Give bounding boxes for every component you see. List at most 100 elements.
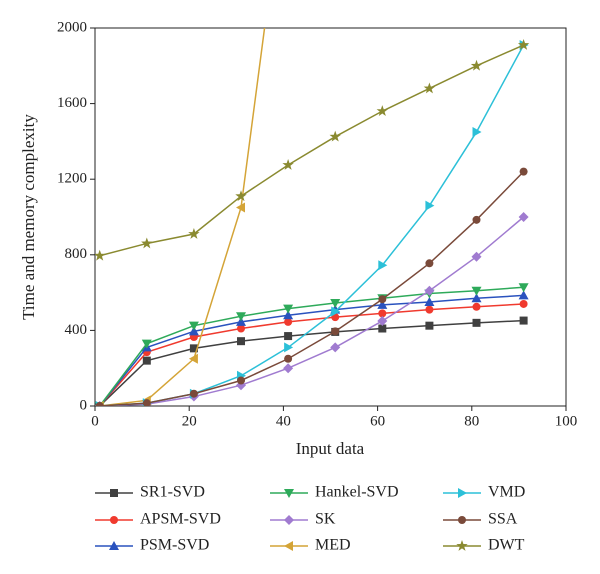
marker [377,315,388,326]
legend-label: PSM-SVD [140,537,209,554]
legend-marker [284,489,294,498]
marker [235,190,247,202]
marker [470,59,483,71]
marker [188,321,199,331]
marker [189,344,198,353]
marker [329,130,341,142]
y-tick-label: 800 [65,246,88,262]
legend-marker [456,540,468,551]
marker [142,356,151,365]
y-axis-label: Time and memory complexity [19,114,38,320]
marker [425,259,434,268]
marker [331,327,340,336]
legend-marker [458,488,467,498]
plot-frame [94,27,567,407]
marker [188,228,200,239]
marker [377,299,388,309]
marker [472,126,482,137]
series-line [99,286,524,406]
marker [423,82,436,94]
marker [236,312,247,322]
x-tick-label: 60 [370,413,385,429]
series-line [99,319,524,406]
y-tick-label: 400 [65,322,88,338]
marker [378,260,388,271]
marker [188,353,198,364]
legend-marker [284,541,293,551]
marker [236,202,246,213]
marker [519,316,528,325]
legend-label: DWT [488,537,525,554]
x-tick-label: 20 [182,413,197,429]
marker [189,389,198,398]
marker [471,293,482,303]
marker [284,342,294,353]
x-tick-label: 80 [464,413,479,429]
marker [236,316,247,326]
legend-marker [109,541,119,550]
series-line [99,303,524,406]
marker [237,337,246,346]
marker [518,283,529,293]
marker [518,212,529,222]
legend-marker [110,489,118,497]
marker [141,339,152,349]
legend-label: MED [315,537,351,554]
marker [330,342,341,353]
plot-area [95,28,530,406]
marker [330,298,341,308]
x-tick-label: 0 [91,413,99,429]
y-tick-label: 1200 [57,171,87,187]
marker [331,306,341,317]
y-tick-label: 1600 [57,95,87,111]
marker [378,309,387,318]
series-line [99,216,525,406]
marker [378,295,387,304]
marker [237,376,246,385]
marker [517,39,530,50]
legend-marker [284,515,294,525]
legend-marker [110,516,118,524]
marker [283,304,294,314]
marker [472,215,481,224]
legend-label: APSM-SVD [140,511,221,528]
y-tick-label: 2000 [57,19,87,35]
marker [378,324,387,333]
x-tick-label: 40 [276,413,291,429]
marker [376,105,389,117]
marker [472,318,481,327]
marker [284,354,293,363]
legend-label: VMD [488,484,525,501]
legend-label: SSA [488,511,518,528]
legend-label: Hankel-SVD [315,484,399,501]
marker [141,237,153,249]
marker [471,251,482,262]
marker [519,167,528,176]
marker [284,317,293,326]
marker [518,290,529,300]
series-line [99,171,525,406]
marker [283,310,294,320]
marker [284,332,293,341]
marker [95,402,104,406]
legend-marker [458,516,466,524]
marker [424,285,435,296]
series-line [99,294,524,406]
marker [424,297,435,307]
marker [519,299,528,308]
y-tick-label: 0 [80,397,88,413]
marker [471,286,482,296]
marker [472,302,481,311]
series-line [99,44,525,406]
marker [282,159,294,170]
marker [425,321,434,330]
legend-label: SK [315,511,336,528]
x-tick-label: 100 [555,413,578,429]
marker [237,324,246,333]
legend-label: SR1-SVD [140,484,205,501]
marker [142,399,151,406]
marker [188,326,199,336]
x-axis-label: Input data [296,439,365,458]
marker [283,363,294,374]
